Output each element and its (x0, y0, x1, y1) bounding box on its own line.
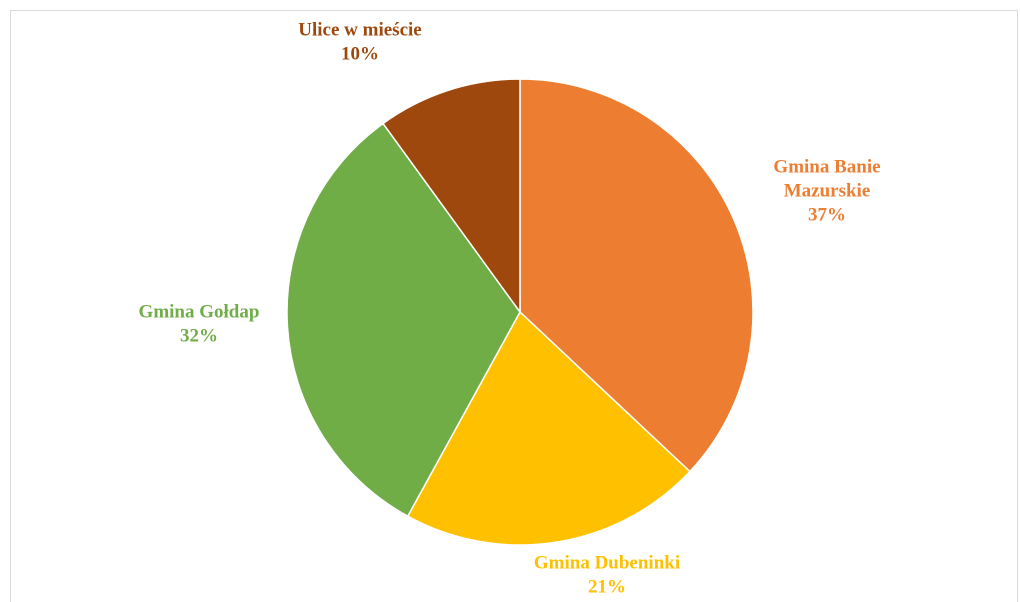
slice-label-group: Gmina Banie Mazurskie 37% (773, 156, 880, 225)
pie-slices (286, 78, 754, 546)
chart-frame (10, 10, 1018, 602)
slice-percent-label: 37% (808, 204, 846, 225)
slice-percent-label: 10% (341, 43, 379, 64)
pie-slice (382, 78, 521, 315)
slice-label: Mazurskie (784, 180, 871, 201)
pie-slice (406, 310, 691, 546)
slice-label-group: Ulice w mieście 10% (298, 19, 421, 64)
slice-label: Gmina Gołdap (139, 301, 260, 322)
slice-label-group: Gmina Dubeninki 21% (534, 552, 680, 597)
slice-label-group: Gmina Gołdap 32% (139, 301, 260, 346)
pie-slice (286, 122, 521, 518)
slice-label: Ulice w mieście (298, 19, 421, 40)
slice-percent-label: 21% (588, 576, 626, 597)
pie-labels: Gmina Banie Mazurskie 37% Gmina Dubeninki 21… (139, 19, 881, 597)
slice-label: Gmina Dubeninki (534, 552, 680, 573)
pie-slice (519, 78, 754, 473)
slice-percent-label: 32% (180, 325, 218, 346)
slice-label: Gmina Banie (773, 156, 880, 177)
